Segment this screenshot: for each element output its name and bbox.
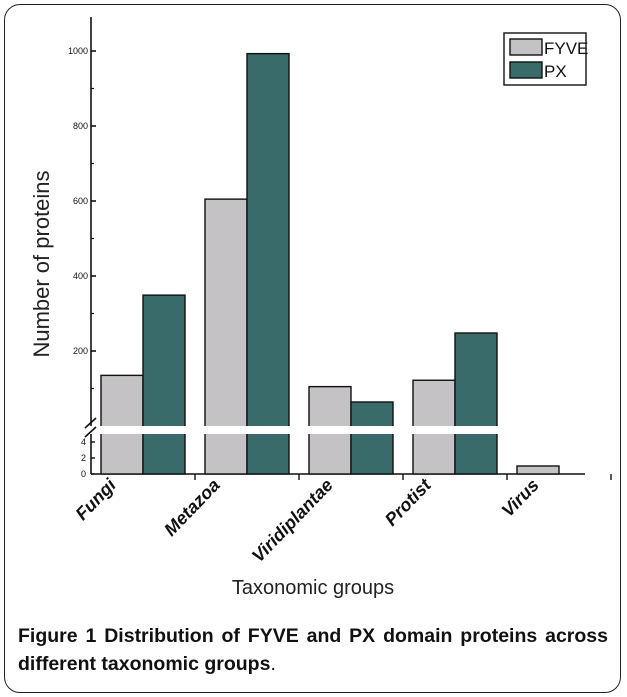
figure-frame — [4, 4, 621, 693]
legend-swatch-px — [509, 61, 543, 79]
y-tick-label: 800 — [73, 121, 88, 131]
legend: FYVE PX — [503, 32, 588, 86]
bar-px-metazoa — [246, 52, 290, 475]
figure-caption: Figure 1 Distribution of FYVE and PX dom… — [18, 622, 608, 678]
bar-px-viridiplantae — [350, 401, 394, 475]
y-tick-label: 0 — [81, 469, 86, 479]
axis-break — [84, 417, 509, 438]
axis-break-gap — [89, 426, 509, 434]
y-tick-label: 2 — [81, 453, 86, 463]
x-axis-label: Taxonomic groups — [232, 577, 394, 599]
axis-break-mark-lower — [84, 426, 97, 438]
y-tick-label: 1000 — [68, 46, 88, 56]
y-tick-label: 4 — [81, 437, 86, 447]
x-tick-label-viridiplantae: Viridiplantae — [248, 475, 337, 566]
bar-px-protist — [454, 332, 498, 475]
legend-swatch-fyve — [509, 38, 543, 56]
x-tick-label-fungi: Fungi — [71, 474, 120, 524]
bar-chart: 200 400 600 800 1000 0 2 4 Fungi Metazoa Viridipl… — [29, 17, 612, 599]
bars — [100, 52, 560, 475]
bar-fyve-fungi — [100, 374, 144, 475]
axis-break-mark-upper — [84, 417, 97, 429]
x-tick-label-metazoa: Metazoa — [160, 475, 224, 540]
x-tick-label-protist: Protist — [381, 474, 436, 530]
caption-end: . — [270, 653, 276, 675]
y-tick-label: 200 — [73, 346, 88, 356]
legend-label-px: PX — [544, 62, 567, 81]
bar-fyve-virus — [516, 465, 560, 475]
figure-title: Distribution of FYVE and PX domain prote… — [18, 625, 608, 675]
legend-label-fyve: FYVE — [544, 39, 588, 58]
bar-px-fungi — [142, 294, 186, 475]
x-tick-labels: Fungi Metazoa Viridiplantae Protist Virus — [71, 474, 542, 566]
x-tick-label-virus: Virus — [498, 475, 543, 521]
y-ticks: 200 400 600 800 1000 0 2 4 — [68, 46, 612, 480]
y-tick-label: 400 — [73, 271, 88, 281]
y-tick-label: 600 — [73, 196, 88, 206]
figure-label: Figure 1 — [18, 625, 97, 647]
y-axis-label: Number of proteins — [29, 170, 54, 357]
